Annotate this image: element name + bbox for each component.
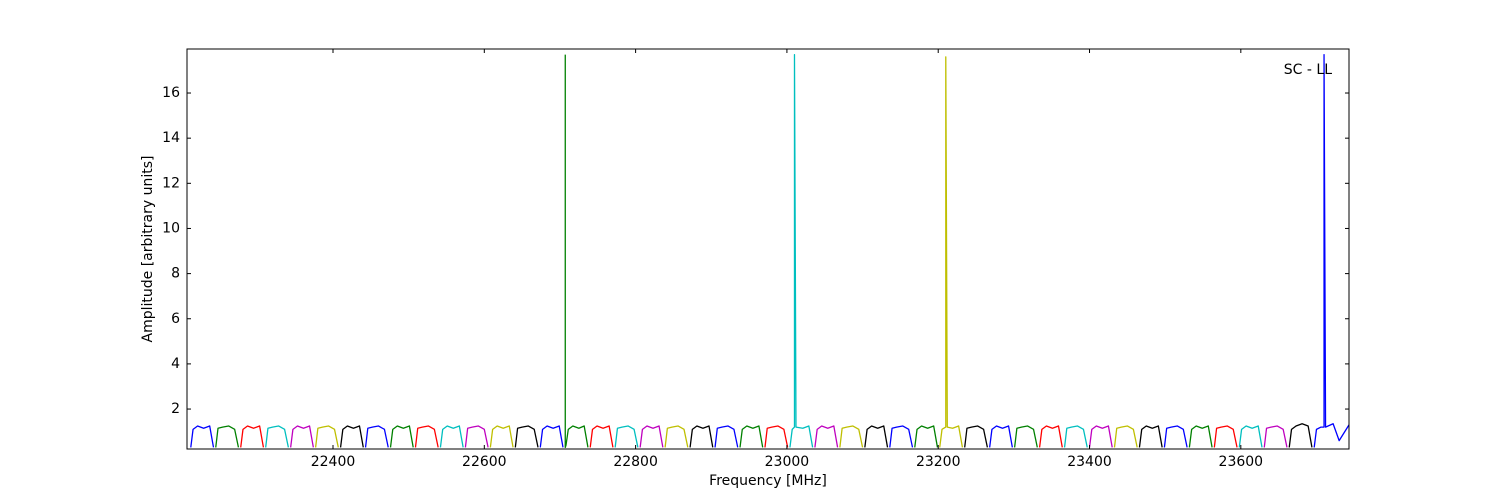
spectrum-line: [1038, 425, 1063, 448]
y-tick-label: 6: [171, 311, 180, 327]
spectrum-line: [564, 54, 589, 449]
spectrum-line: [1188, 425, 1213, 448]
spectrum-line: [814, 425, 839, 448]
spectrum-line: [714, 425, 739, 448]
y-tick-label: 16: [162, 85, 180, 101]
y-tick-label: 14: [162, 130, 180, 146]
spectrum-line: [414, 425, 439, 448]
x-tick-label: 23600: [1219, 454, 1264, 470]
spectrum-line: [190, 425, 215, 448]
spectrum-line: [1313, 53, 1349, 448]
x-tick-label: 23400: [1067, 454, 1112, 470]
axes-frame: [186, 48, 1350, 450]
x-tick-label: 23000: [765, 454, 810, 470]
y-tick-label: 10: [162, 220, 180, 236]
spectrum-line: [389, 425, 414, 448]
y-tick-label: 4: [171, 356, 180, 372]
spectrum-line: [289, 425, 314, 448]
spectrum-line: [764, 425, 789, 448]
spectrum-line: [664, 425, 689, 448]
plot-area: [190, 53, 1349, 449]
spectrum-line: [339, 425, 364, 448]
y-axis-label: Amplitude [arbitrary units]: [140, 156, 156, 343]
spectrum-line: [864, 425, 889, 448]
spectrum-line: [215, 425, 240, 448]
spectrum-line: [1113, 425, 1138, 448]
spectrum-line: [739, 425, 764, 448]
spectrum-line: [1088, 425, 1113, 448]
spectrum-line: [464, 425, 489, 448]
spectrum-line: [964, 425, 989, 448]
spectrum-line: [514, 425, 539, 448]
y-tick-label: 12: [162, 175, 180, 191]
spectrum-line: [914, 425, 939, 448]
spectrum-line: [839, 425, 864, 448]
spectrum-line: [889, 425, 914, 448]
x-axis-label: Frequency [MHz]: [709, 473, 827, 489]
annotation: SC - LL: [1284, 62, 1332, 78]
y-tick-label: 8: [171, 266, 180, 282]
spectrum-line: [614, 425, 639, 448]
spectrum-line: [1288, 423, 1313, 448]
spectrum-line: [789, 53, 814, 448]
spectrum-line: [1213, 425, 1238, 448]
spectrum-line: [364, 425, 389, 448]
x-tick-label: 22800: [613, 454, 658, 470]
spectrum-line: [314, 425, 339, 448]
spectrum-line: [939, 56, 964, 448]
y-tick-label: 2: [171, 401, 180, 417]
spectrum-line: [639, 425, 664, 448]
spectrum-line: [439, 425, 464, 448]
spectrum-line: [240, 425, 265, 448]
spectrum-line: [989, 425, 1013, 448]
x-tick-label: 23200: [916, 454, 961, 470]
spectrum-line: [589, 425, 614, 448]
spectrum-line: [539, 425, 564, 448]
spectrum-line: [1263, 425, 1288, 448]
x-tick-label: 22600: [462, 454, 507, 470]
spectrum-line: [265, 425, 290, 448]
spectrum-line: [1063, 425, 1088, 448]
spectrum-line: [1138, 425, 1163, 448]
spectrum-line: [489, 425, 514, 448]
spectrum-line: [689, 425, 714, 448]
spectrum-line: [1163, 425, 1188, 448]
spectrum-line: [1238, 425, 1263, 448]
x-tick-label: 22400: [311, 454, 356, 470]
spectrum-line: [1013, 425, 1038, 448]
